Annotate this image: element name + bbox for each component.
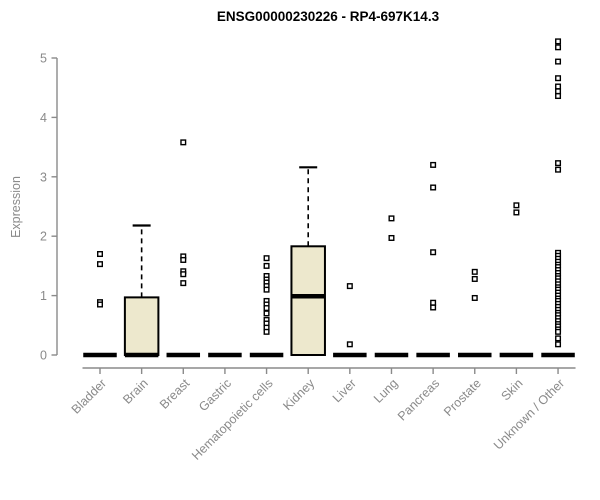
outlier-point bbox=[96, 261, 103, 268]
outlier-point bbox=[471, 275, 478, 282]
x-category-label: Unknown / Other bbox=[491, 376, 567, 452]
outlier-point bbox=[180, 256, 187, 263]
outlier-point bbox=[388, 215, 395, 222]
outlier-point bbox=[180, 139, 187, 146]
x-category-label: Prostate bbox=[441, 376, 484, 419]
boxplot-box bbox=[123, 296, 160, 356]
x-category-label: Kidney bbox=[280, 376, 317, 413]
outlier-point bbox=[555, 160, 562, 167]
outlier-point bbox=[263, 310, 270, 317]
outlier-point bbox=[430, 161, 437, 168]
outlier-point bbox=[430, 304, 437, 311]
outlier-point bbox=[555, 341, 562, 348]
x-category-label: Liver bbox=[330, 376, 359, 405]
outlier-point bbox=[263, 262, 270, 269]
outlier-point bbox=[263, 328, 270, 335]
x-category-label: Lung bbox=[371, 376, 401, 406]
y-tick-label: 4 bbox=[40, 111, 47, 125]
outlier-point bbox=[555, 93, 562, 100]
outlier-point bbox=[555, 335, 562, 342]
outlier-point bbox=[555, 166, 562, 173]
x-category-label: Pancreas bbox=[395, 376, 442, 423]
outlier-point bbox=[471, 294, 478, 301]
x-category-label: Brain bbox=[120, 376, 151, 407]
outlier-point bbox=[555, 75, 562, 82]
outlier-point bbox=[346, 283, 353, 290]
outlier-point bbox=[346, 341, 353, 348]
x-category-label: Breast bbox=[157, 376, 193, 412]
boxplot-box bbox=[290, 245, 326, 357]
outlier-point bbox=[430, 184, 437, 191]
outlier-point bbox=[555, 88, 562, 95]
x-category-label: Hematopoietic cells bbox=[189, 376, 276, 463]
outlier-point bbox=[513, 202, 520, 209]
x-category-label: Skin bbox=[498, 376, 525, 403]
outlier-point bbox=[263, 305, 270, 312]
outlier-point bbox=[388, 234, 395, 241]
outlier-point bbox=[96, 301, 103, 308]
outlier-point bbox=[555, 328, 562, 335]
outlier-point bbox=[96, 251, 103, 258]
outlier-point bbox=[471, 268, 478, 275]
outlier-point bbox=[263, 255, 270, 262]
outlier-point bbox=[180, 280, 187, 287]
y-tick-label: 1 bbox=[40, 289, 47, 303]
outlier-point bbox=[555, 38, 562, 45]
y-tick-label: 2 bbox=[40, 230, 47, 244]
outlier-point bbox=[555, 83, 562, 90]
outlier-point bbox=[430, 249, 437, 256]
y-tick-label: 3 bbox=[40, 170, 47, 184]
chart-title: ENSG00000230226 - RP4-697K14.3 bbox=[216, 9, 440, 24]
outlier-point bbox=[263, 286, 270, 293]
y-tick-label: 5 bbox=[40, 52, 47, 66]
outlier-point bbox=[180, 271, 187, 278]
outlier-point bbox=[555, 44, 562, 51]
y-tick-label: 0 bbox=[40, 349, 47, 363]
x-category-label: Gastric bbox=[196, 376, 234, 414]
outlier-point bbox=[430, 299, 437, 306]
outlier-point bbox=[555, 58, 562, 65]
x-category-label: Bladder bbox=[69, 376, 109, 416]
outlier-point bbox=[513, 209, 520, 216]
